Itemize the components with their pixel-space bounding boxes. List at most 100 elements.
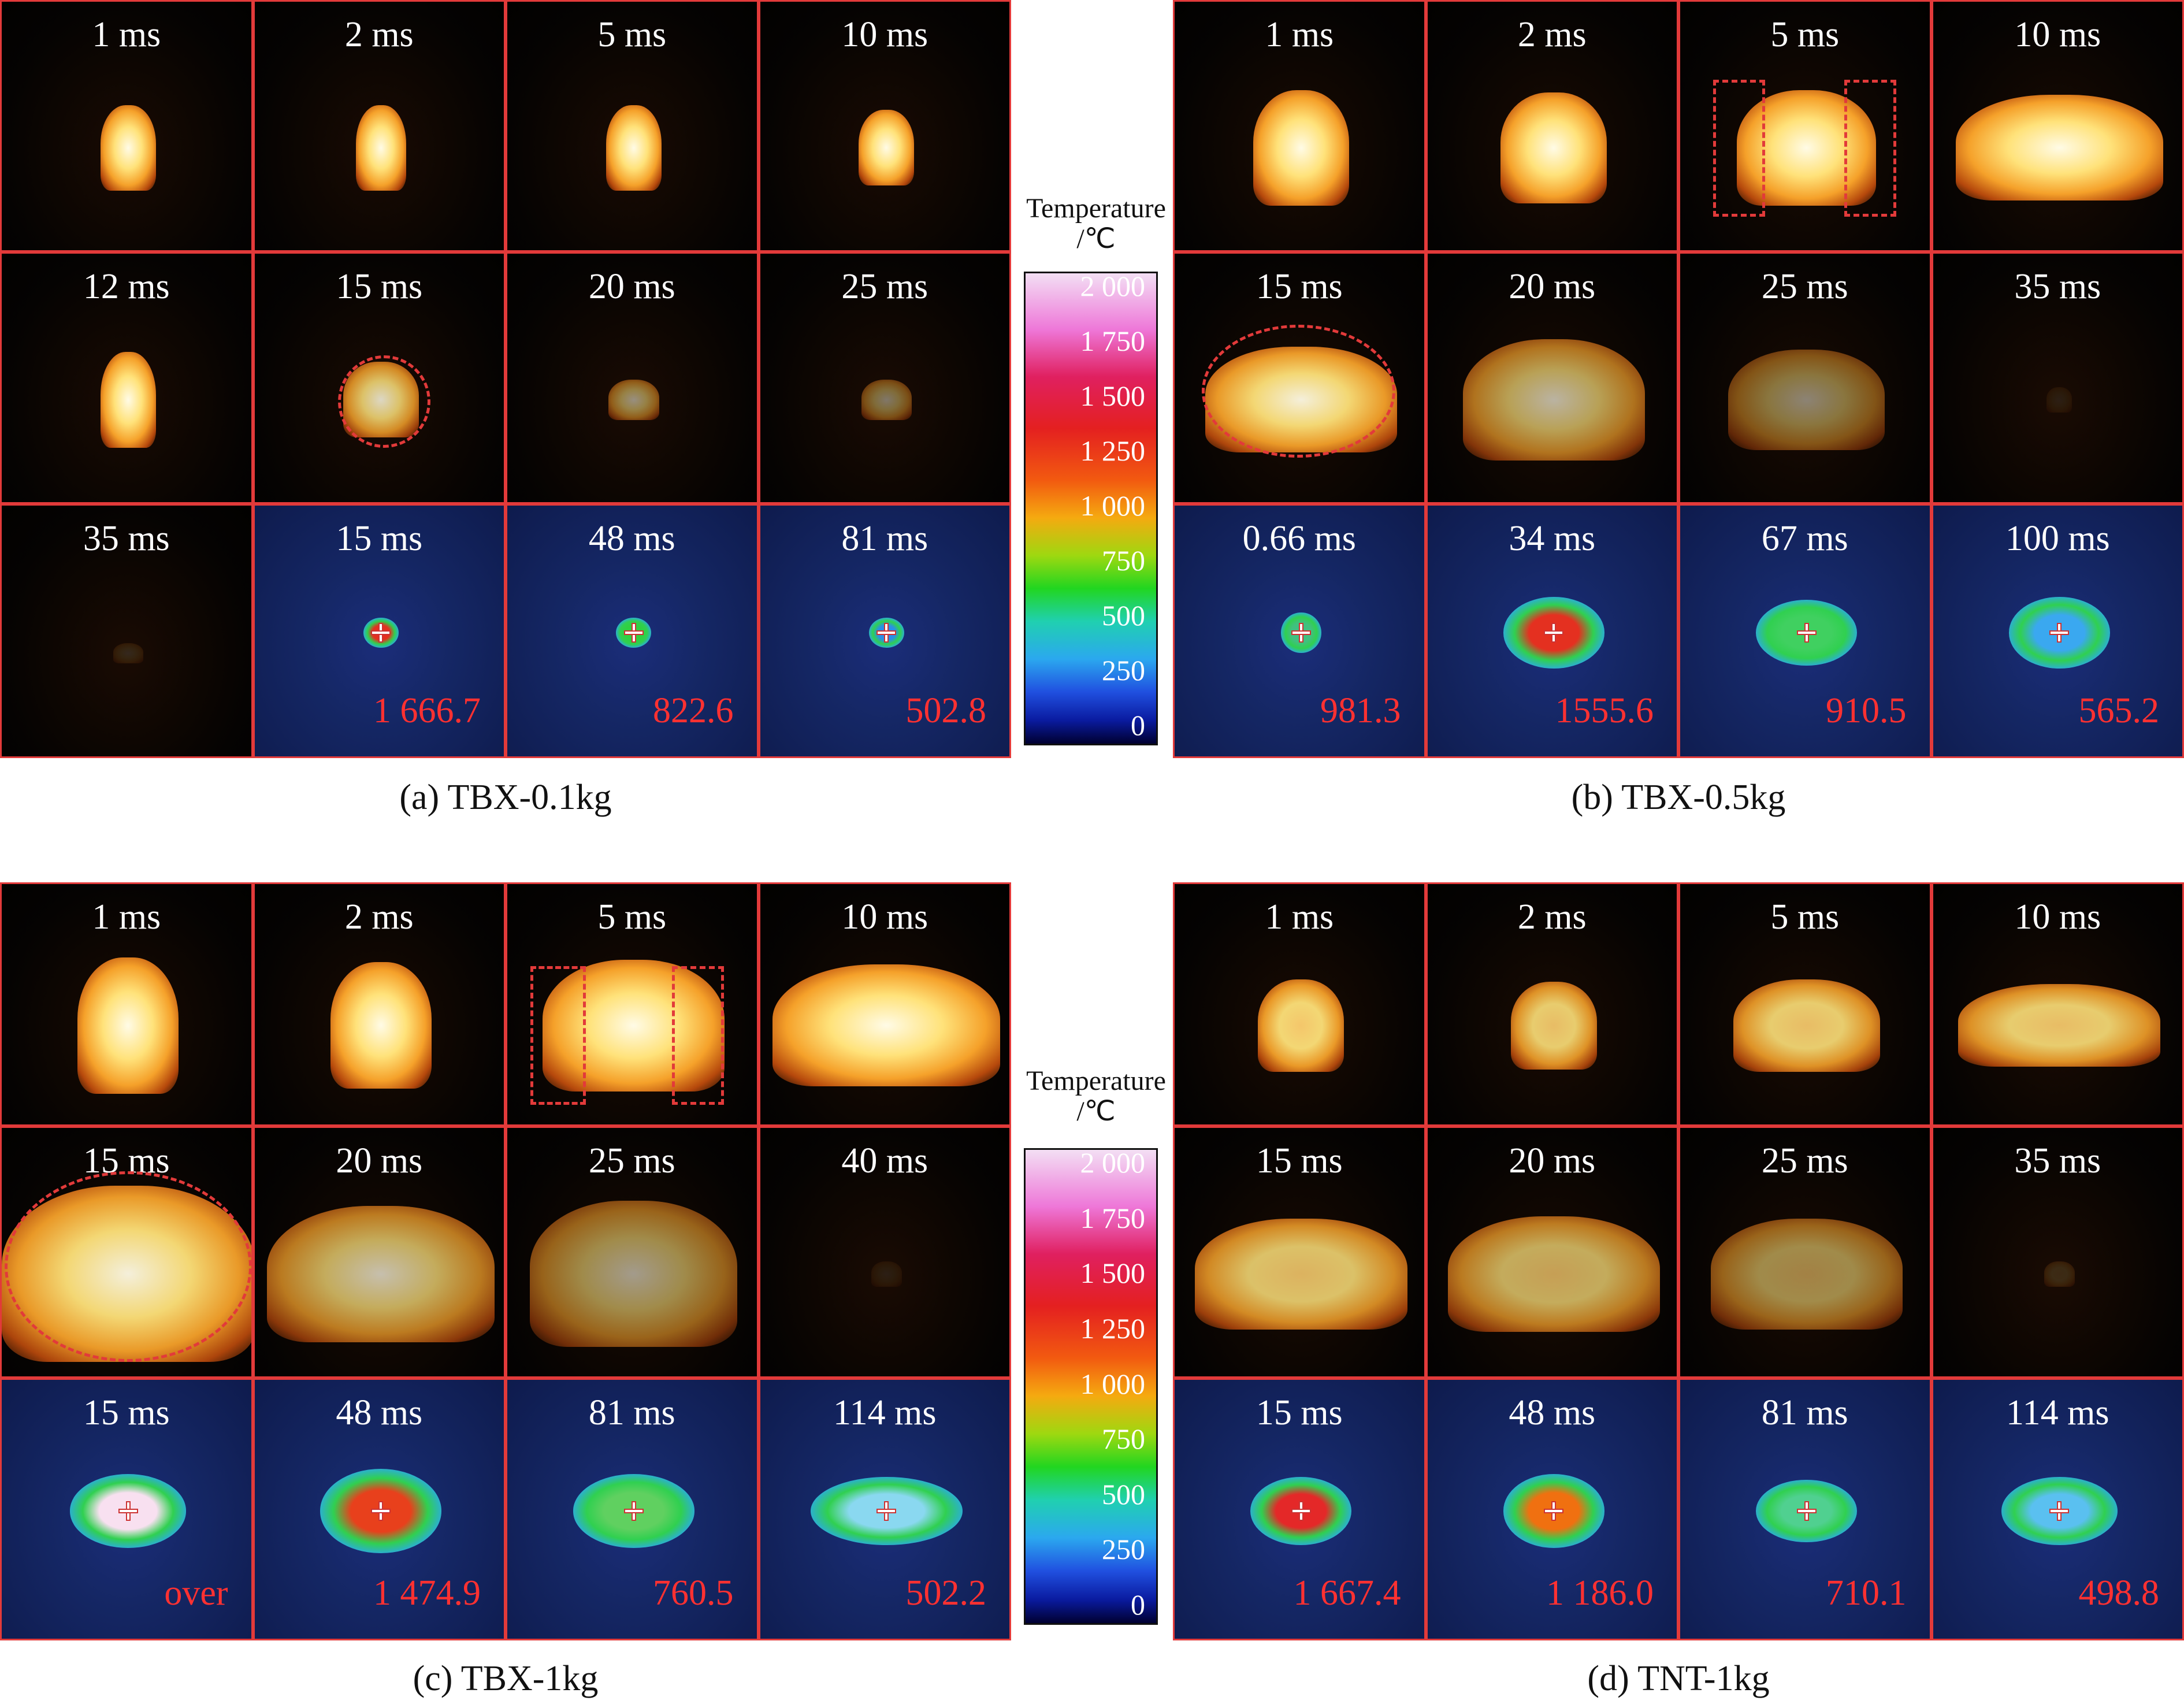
frame-time-label: 1 ms: [92, 897, 161, 937]
frame-time-label: 25 ms: [1761, 1141, 1848, 1180]
frame-time-label: 35 ms: [2014, 267, 2101, 306]
frame-time-label: 5 ms: [597, 897, 667, 937]
panel-d-cell-r1-c1: 1 ms: [1173, 882, 1426, 1126]
panel-c-cell-r1-c2: 2 ms: [252, 882, 506, 1126]
panel-a-cell-r1-c3: 5 ms: [506, 0, 759, 252]
panel-d-cell-r1-c3: 5 ms: [1678, 882, 1932, 1126]
panel-b-cell-r2-c3: 25 ms: [1678, 252, 1932, 504]
annotation-ellipse: [5, 1171, 252, 1362]
fireball-image: [77, 957, 179, 1094]
measurement-crosshair-icon: [1291, 1501, 1311, 1521]
frame-time-label: 20 ms: [1509, 267, 1596, 306]
panel-b-cell-r3-c4: 100 ms 565.2: [1931, 504, 2184, 758]
frame-time-label: 5 ms: [1770, 897, 1840, 937]
peak-temperature-value: 1 666.7: [373, 691, 481, 730]
colorbar-bottom: Temperature /℃: [1024, 1066, 1166, 1627]
colorbar-tick-label: 2 000: [1080, 1146, 1146, 1179]
fireball-image: [1737, 90, 1877, 206]
peak-temperature-value: 760.5: [653, 1573, 734, 1613]
panel-d-cell-r2-c4: 35 ms: [1931, 1126, 2184, 1378]
frame-time-label: 48 ms: [588, 519, 675, 558]
measurement-crosshair-icon: [2049, 623, 2070, 643]
frame-time-label: 15 ms: [1256, 1393, 1343, 1432]
frame-time-label: 20 ms: [336, 1141, 423, 1180]
panel-c-cell-r3-c4: 114 ms 502.2: [758, 1378, 1011, 1640]
frame-time-label: 81 ms: [841, 519, 928, 558]
fireball-image: [330, 962, 432, 1089]
colorbar-tick-label: 2 000: [1080, 270, 1146, 302]
frame-time-label: 100 ms: [2005, 519, 2110, 558]
panel-a-cell-r3-c2: 15 ms 1 666.7: [252, 504, 506, 758]
frame-time-label: 2 ms: [344, 15, 414, 54]
fireball-image: [100, 352, 156, 448]
panel-b-cell-r2-c4: 35 ms: [1931, 252, 2184, 504]
colorbar-tick-label: 750: [1102, 544, 1145, 577]
frame-time-label: 25 ms: [1761, 267, 1848, 306]
panel-c-cell-r3-c1: 15 ms over: [0, 1378, 253, 1640]
measurement-crosshair-icon: [1796, 623, 1817, 643]
peak-temperature-value: over: [164, 1573, 228, 1613]
frame-time-label: 20 ms: [588, 267, 675, 306]
panel-d-cell-r1-c4: 10 ms: [1931, 882, 2184, 1126]
panel-c-cell-r1-c1: 1 ms: [0, 882, 253, 1126]
frame-time-label: 114 ms: [2005, 1393, 2109, 1432]
peak-temperature-value: 822.6: [653, 691, 734, 730]
colorbar-top-gradient: [1024, 272, 1158, 745]
measurement-crosshair-icon: [118, 1501, 138, 1521]
panel-c-cell-r2-c2: 20 ms: [252, 1126, 506, 1378]
fireball-image: [859, 110, 915, 186]
panel-d-cell-r2-c1: 15 ms: [1173, 1126, 1426, 1378]
frame-time-label: 35 ms: [2014, 1141, 2101, 1180]
panel-a-cell-r1-c2: 2 ms: [252, 0, 506, 252]
colorbar-tick-label: 750: [1102, 1423, 1145, 1456]
fireball-image: [1955, 95, 2163, 201]
panel-b-cell-r3-c1: 0.66 ms 981.3: [1173, 504, 1426, 758]
colorbar-tick-label: 0: [1131, 709, 1145, 741]
panel-b-cell-r3-c3: 67 ms 910.5: [1678, 504, 1932, 758]
fireball-image: [861, 380, 912, 420]
annotation-ellipse: [1202, 325, 1395, 458]
colorbar-tick-label: 0: [1131, 1588, 1145, 1621]
fireball-image: [1510, 981, 1597, 1070]
fireball-image: [355, 105, 406, 191]
colorbar-tick-label: 1 750: [1080, 325, 1146, 357]
fireball-image: [1710, 1218, 1903, 1330]
panel-b-cell-r1-c2: 2 ms: [1425, 0, 1678, 252]
frame-time-label: 15 ms: [1256, 267, 1343, 306]
frame-time-label: 40 ms: [841, 1141, 928, 1180]
frame-time-label: 0.66 ms: [1242, 519, 1356, 558]
peak-temperature-value: 502.2: [905, 1573, 987, 1613]
frame-time-label: 10 ms: [2014, 897, 2101, 937]
peak-temperature-value: 565.2: [2078, 691, 2160, 730]
colorbar-tick-label: 1 750: [1080, 1201, 1146, 1234]
panel-a-cell-r2-c3: 20 ms: [506, 252, 759, 504]
measurement-crosshair-icon: [1544, 1501, 1564, 1521]
peak-temperature-value: 1 186.0: [1546, 1573, 1654, 1613]
fireball-image: [1958, 984, 2161, 1067]
colorbar-tick-label: 1 000: [1080, 1367, 1146, 1400]
fireball-image: [1462, 339, 1645, 461]
frame-time-label: 5 ms: [1770, 15, 1840, 54]
colorbar-tick-label: 1 250: [1080, 435, 1146, 467]
colorbar-tick-label: 250: [1102, 1533, 1145, 1566]
annotation-box-left: [1713, 80, 1765, 217]
peak-temperature-value: 981.3: [1320, 691, 1401, 730]
frame-time-label: 114 ms: [833, 1393, 937, 1432]
fireball-image: [1195, 1218, 1407, 1330]
frame-time-label: 48 ms: [336, 1393, 423, 1432]
panel-a-cell-r3-c4: 81 ms 502.8: [758, 504, 1011, 758]
measurement-crosshair-icon: [1544, 623, 1564, 643]
fireball-image: [1733, 979, 1880, 1072]
fireball-image: [100, 105, 156, 191]
frame-time-label: 10 ms: [841, 15, 928, 54]
frame-time-label: 1 ms: [1265, 897, 1334, 937]
panel-d-cell-r3-c1: 15 ms 1 667.4: [1173, 1378, 1426, 1640]
colorbar-tick-label: 250: [1102, 654, 1145, 686]
panel-a-cell-r1-c1: 1 ms: [0, 0, 253, 252]
panel-d-cell-r2-c2: 20 ms: [1425, 1126, 1678, 1378]
colorbar-top-title: Temperature /℃: [1026, 193, 1166, 254]
panel-d-cell-r3-c4: 114 ms 498.8: [1931, 1378, 2184, 1640]
peak-temperature-value: 1 667.4: [1293, 1573, 1401, 1613]
colorbar-tick-label: 1 500: [1080, 1257, 1146, 1290]
